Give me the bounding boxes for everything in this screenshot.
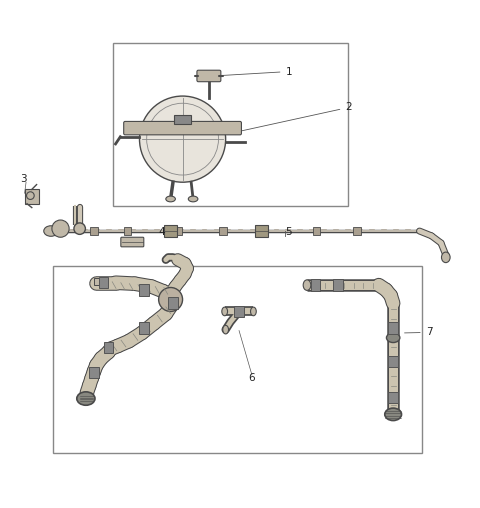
Circle shape [74, 223, 85, 234]
Ellipse shape [223, 325, 228, 334]
Bar [24, 189, 39, 204]
Bar [388, 323, 398, 334]
Bar [113, 43, 348, 206]
Ellipse shape [77, 392, 95, 405]
Bar [313, 227, 321, 235]
Circle shape [140, 96, 226, 182]
Bar [140, 284, 149, 296]
Text: 2: 2 [228, 103, 352, 134]
Bar [388, 392, 398, 403]
Ellipse shape [166, 196, 175, 202]
Ellipse shape [188, 196, 198, 202]
Bar [164, 225, 177, 237]
Text: 7: 7 [405, 327, 432, 337]
Text: 3: 3 [20, 174, 27, 184]
Ellipse shape [251, 307, 256, 316]
Text: 4: 4 [158, 227, 165, 237]
Bar [219, 227, 227, 235]
Bar [234, 306, 244, 317]
Ellipse shape [303, 280, 311, 291]
Bar [260, 227, 268, 235]
Bar [255, 225, 268, 237]
Bar [333, 279, 343, 291]
Bar [353, 227, 361, 235]
Bar [124, 227, 132, 235]
Ellipse shape [386, 333, 400, 342]
Bar [89, 367, 99, 378]
FancyBboxPatch shape [197, 70, 221, 82]
Bar [94, 278, 103, 285]
Bar [99, 277, 108, 289]
Text: 5: 5 [286, 227, 292, 237]
Bar [90, 227, 98, 235]
Ellipse shape [222, 307, 228, 316]
Ellipse shape [385, 408, 402, 421]
Bar [388, 356, 398, 367]
Text: 6: 6 [249, 373, 255, 383]
Bar [140, 323, 149, 334]
Bar [104, 341, 113, 353]
FancyBboxPatch shape [124, 121, 241, 135]
Bar [168, 297, 178, 308]
Bar [311, 279, 321, 291]
Ellipse shape [44, 226, 58, 236]
FancyBboxPatch shape [121, 237, 144, 247]
Ellipse shape [442, 252, 450, 263]
Text: 1: 1 [216, 67, 292, 77]
Circle shape [52, 220, 69, 237]
Bar [53, 266, 422, 453]
Circle shape [158, 288, 182, 311]
Bar [174, 115, 191, 124]
Bar [174, 227, 181, 235]
